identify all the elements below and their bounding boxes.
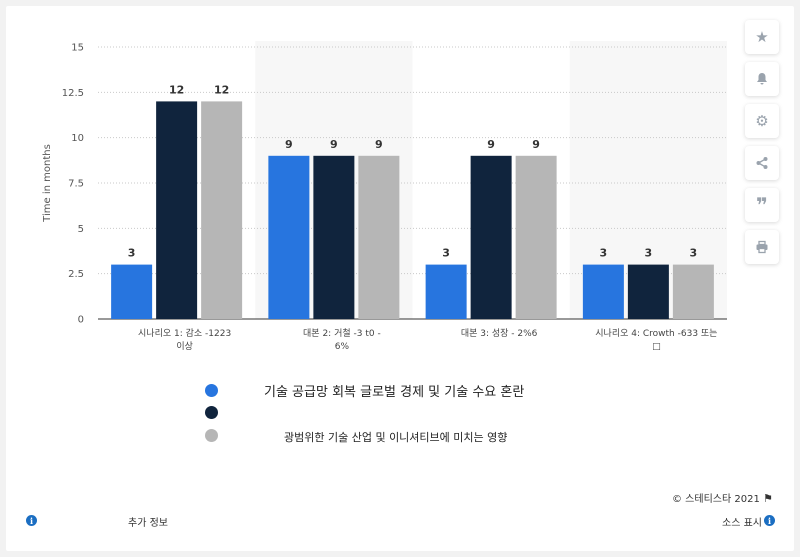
legend-label-series-1: 기술 공급망 회복 글로벌 경제 및 기술 수요 혼란 (264, 385, 525, 400)
print-button[interactable] (745, 230, 779, 264)
legend-swatch-series-1[interactable] (205, 384, 218, 397)
bell-icon (757, 73, 767, 85)
y-tick-label: 10 (71, 133, 84, 144)
y-tick-label: 0 (78, 315, 84, 326)
flag-icon: ⚑ (763, 492, 773, 505)
x-tick-label: 6% (335, 342, 350, 352)
bar (672, 264, 714, 319)
data-label: 9 (285, 138, 293, 151)
bar (313, 155, 355, 319)
bar (201, 101, 243, 320)
settings-button[interactable]: ⚙ (745, 104, 779, 138)
print-icon (756, 240, 768, 254)
y-axis-title: Time in months (42, 144, 53, 223)
copyright-text[interactable]: © 스테티스타 2021 ⚑ (672, 490, 773, 505)
source-info-icon[interactable]: i (764, 515, 775, 526)
x-tick-label: 대본 3: 성장 - 2%6 (461, 328, 538, 339)
legend-swatch-series-3[interactable] (205, 429, 218, 442)
gear-icon: ⚙ (755, 112, 769, 130)
data-label: 9 (375, 138, 383, 151)
legend-swatch-series-2[interactable] (205, 406, 218, 419)
data-label: 12 (214, 83, 229, 96)
share-button[interactable] (745, 146, 779, 180)
bar (425, 264, 467, 319)
data-label: 9 (487, 138, 495, 151)
copyright-label: © 스테티스타 2021 (672, 494, 760, 505)
more-info-link[interactable]: 추가 정보 (128, 518, 168, 529)
show-source-link[interactable]: 소스 표시 (722, 518, 762, 529)
star-icon: ★ (755, 28, 769, 46)
legend-label-series-3: 광범위한 기술 산업 및 이니셔티브에 미치는 영향 (284, 431, 508, 444)
bar (111, 264, 153, 319)
data-label: 9 (330, 138, 338, 151)
bar (156, 101, 198, 320)
data-label: 3 (690, 247, 698, 260)
y-tick-label: 15 (71, 43, 84, 54)
data-label: 3 (645, 247, 653, 260)
bar (515, 155, 557, 319)
notification-button[interactable] (745, 62, 779, 96)
x-tick-label: 대본 2: 거철 -3 t0 - (303, 328, 381, 339)
data-label: 12 (169, 83, 184, 96)
x-tick-label: □ (652, 342, 661, 352)
y-tick-label: 2.5 (68, 269, 84, 280)
share-icon (756, 157, 768, 169)
bar (268, 155, 310, 319)
info-icon[interactable]: i (26, 515, 37, 526)
quote-icon: ❞ (756, 193, 768, 217)
y-tick-label: 12.5 (62, 88, 84, 99)
data-label: 9 (532, 138, 540, 151)
data-label: 3 (128, 247, 136, 260)
data-label: 3 (600, 247, 608, 260)
data-label: 3 (442, 247, 450, 260)
favorite-button[interactable]: ★ (745, 20, 779, 54)
bar (470, 155, 512, 319)
x-tick-label: 이상 (176, 341, 193, 352)
bar (582, 264, 624, 319)
y-tick-label: 5 (78, 224, 84, 235)
cite-button[interactable]: ❞ (745, 188, 779, 222)
bar (358, 155, 400, 319)
bar (627, 264, 669, 319)
y-tick-label: 7.5 (68, 179, 84, 190)
x-tick-label: 시나리오 1: 감소 -1223 (138, 327, 231, 339)
x-tick-label: 시나리오 4: Crowth -633 또는 (595, 328, 717, 339)
